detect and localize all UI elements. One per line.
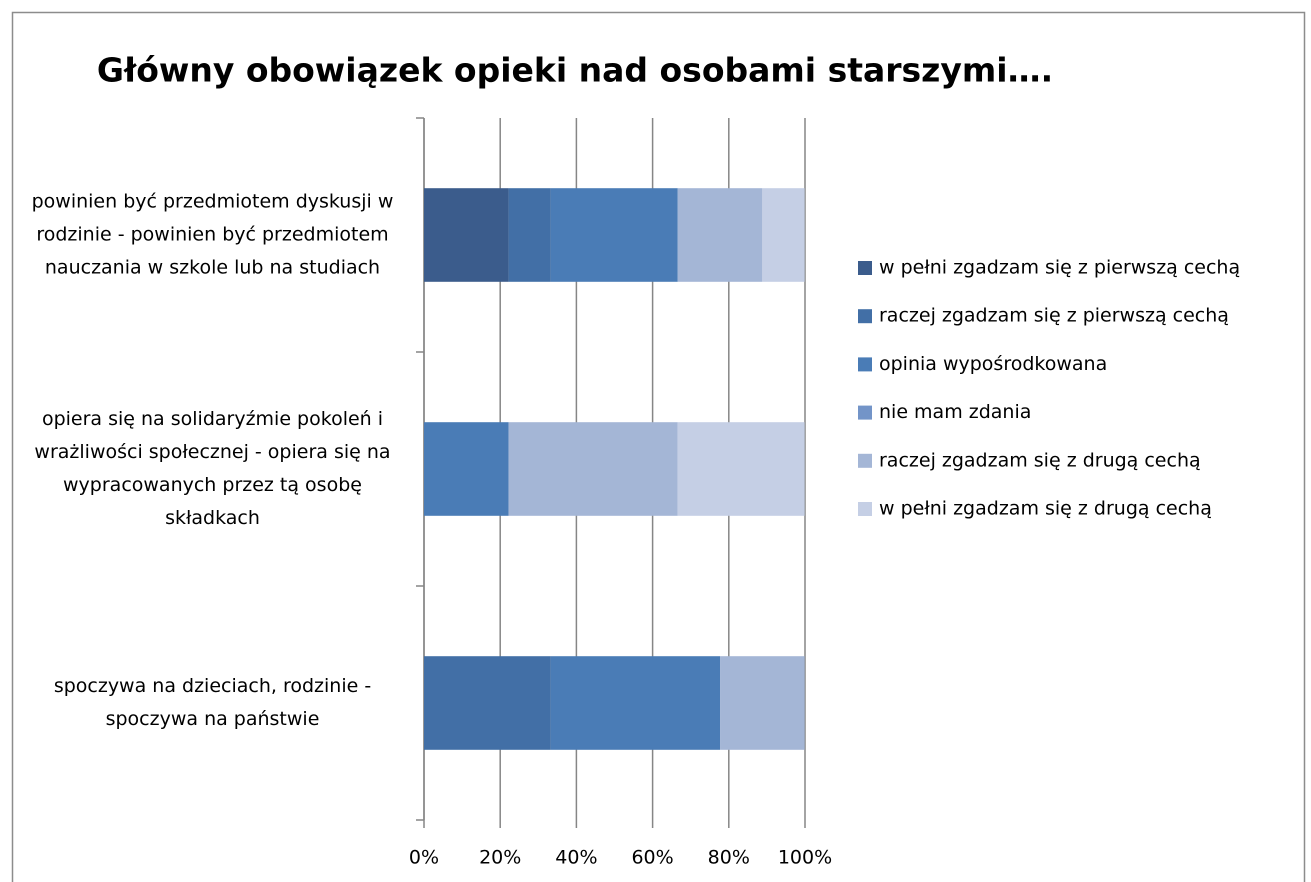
bar-segment: [424, 422, 509, 516]
x-tick-label: 0%: [409, 847, 439, 869]
x-tick-label: 60%: [631, 847, 673, 869]
bar-segment: [762, 188, 805, 282]
bar-segment: [508, 188, 551, 282]
legend-swatch: [858, 405, 872, 420]
legend-label: raczej zgadzam się z pierwszą cechą: [879, 305, 1229, 327]
category-label: spoczywa na dzieciach, rodzinie - spoczy…: [53, 675, 372, 730]
bar-segment: [508, 422, 678, 516]
category-label: powinien być przedmiotem dyskusji w rodz…: [31, 190, 394, 279]
bar-segment: [677, 188, 763, 282]
legend-swatch: [858, 357, 872, 372]
bar-segment: [550, 188, 678, 282]
legend-label: nie mam zdania: [879, 401, 1031, 423]
legend-label: opinia wypośrodkowana: [879, 353, 1107, 375]
x-tick-label: 100%: [778, 847, 832, 869]
legend-label: w pełni zgadzam się z drugą cechą: [879, 498, 1212, 520]
legend-swatch: [858, 502, 872, 516]
bar-segment: [424, 188, 509, 282]
legend-swatch: [858, 261, 872, 275]
x-tick-label: 20%: [479, 847, 521, 869]
bar-segment: [720, 656, 805, 750]
legend-swatch: [858, 309, 872, 324]
chart-title: Główny obowiązek opieki nad osobami star…: [97, 51, 1053, 90]
x-tick-label: 80%: [708, 847, 750, 869]
x-tick-label: 40%: [555, 847, 597, 869]
legend-swatch: [858, 453, 872, 468]
category-label: opiera się na solidaryźmie pokoleń i wra…: [34, 408, 391, 529]
bar-segment: [677, 422, 805, 516]
bar-segment: [550, 656, 721, 750]
legend-label: w pełni zgadzam się z pierwszą cechą: [879, 257, 1240, 279]
legend-label: raczej zgadzam się z drugą cechą: [879, 449, 1201, 471]
chart-border: [11, 11, 1306, 882]
bar-segment: [424, 656, 551, 750]
